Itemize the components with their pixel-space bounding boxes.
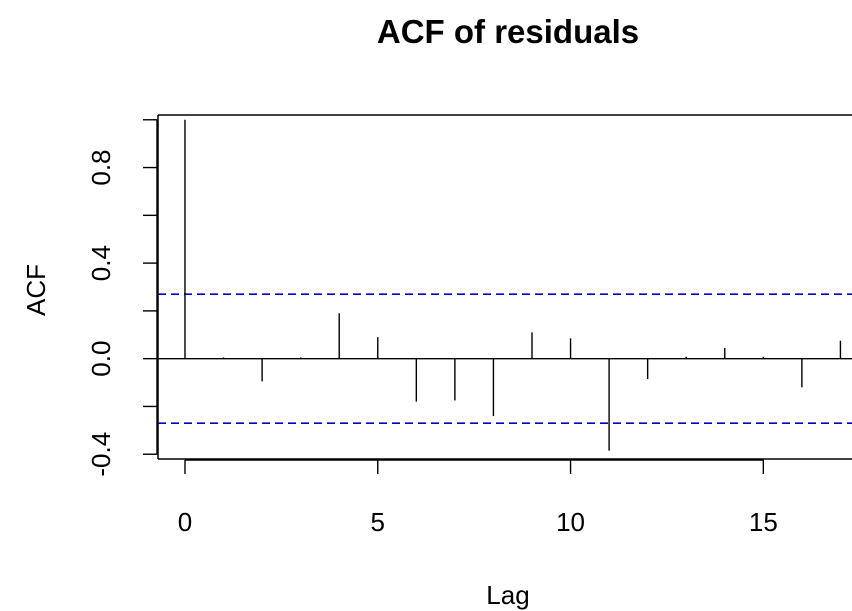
x-tick-label-5: 5 [371,507,385,537]
chart-title: ACF of residuals [377,13,639,50]
x-tick-label-10: 10 [556,507,585,537]
acf-bars [184,119,842,451]
x-axis-label: Lag [486,580,529,610]
x-tick-label-0: 0 [178,507,192,537]
y-tick-label--0.4: -0.4 [86,432,116,477]
y-tick-label-0.8: 0.8 [86,149,116,185]
y-tick-label-0: 0.0 [86,341,116,377]
plot-frame [157,114,852,460]
confidence-lines [158,293,852,424]
y-axis: -0.4 0.0 0.4 0.8 [86,119,158,477]
y-tick-label-0.4: 0.4 [86,245,116,281]
x-axis: 0 5 10 15 [178,459,778,537]
x-tick-label-15: 15 [749,507,778,537]
y-axis-label: ACF [21,264,51,316]
